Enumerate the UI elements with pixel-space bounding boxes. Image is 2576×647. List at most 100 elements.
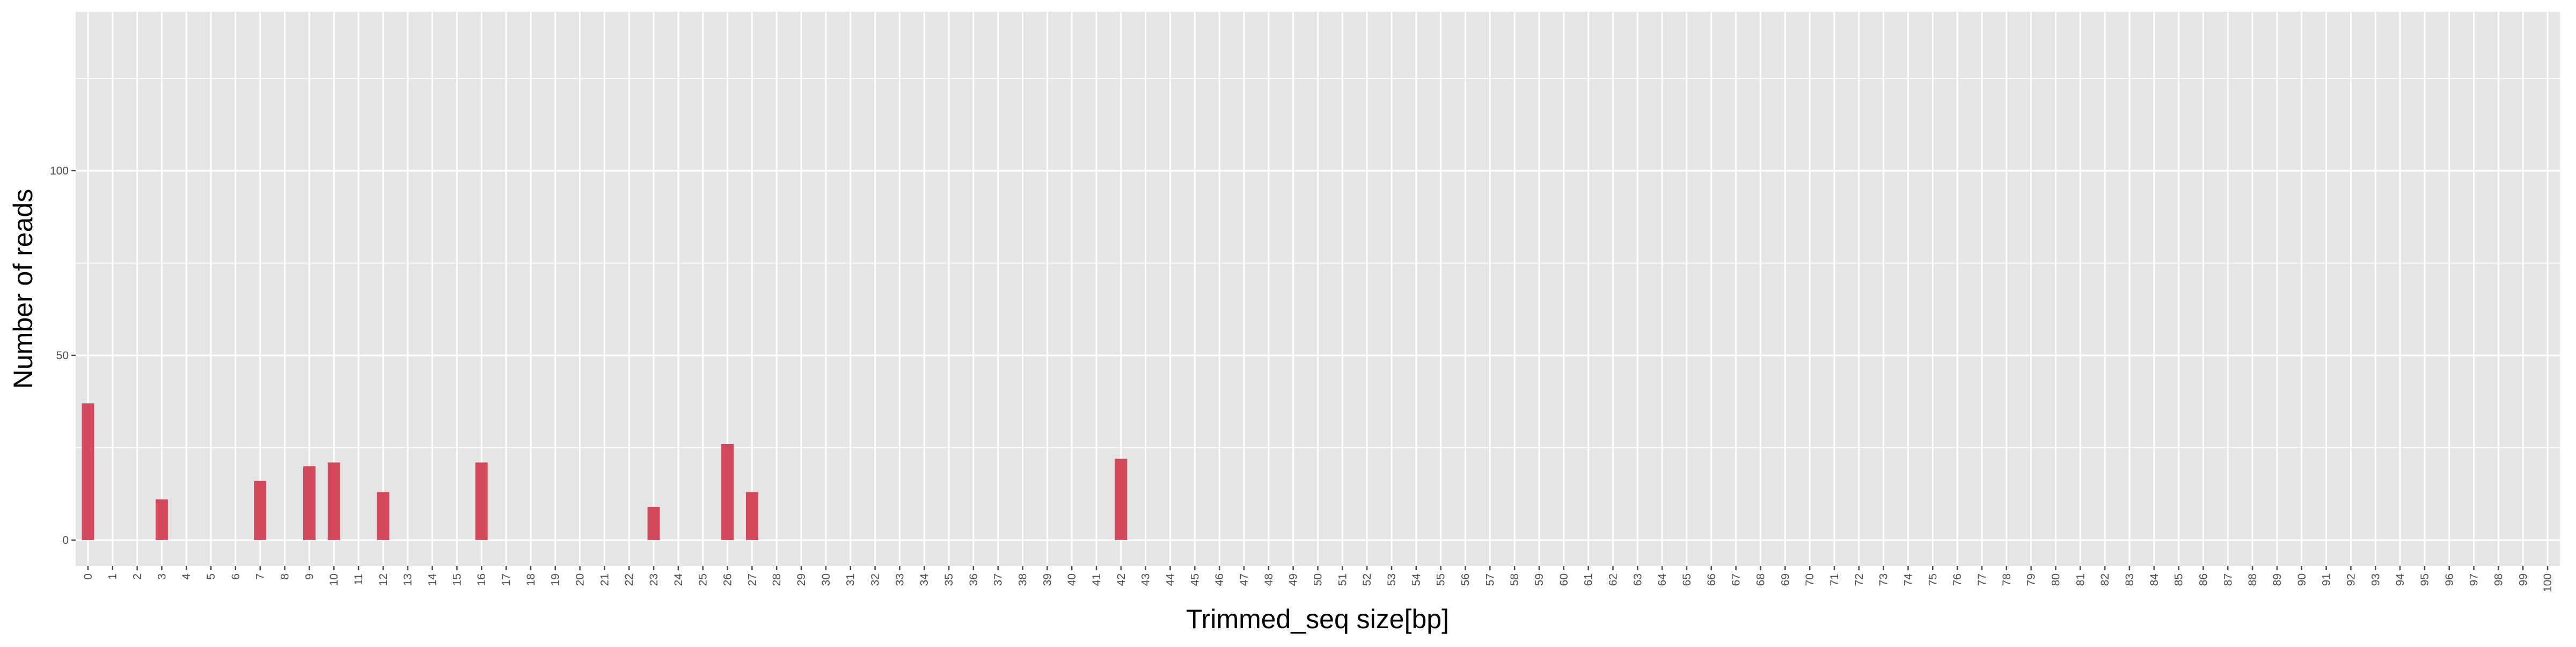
- x-tick-label: 5: [205, 573, 217, 580]
- x-tick-label: 24: [672, 573, 685, 586]
- x-tick-label: 71: [1828, 573, 1841, 586]
- x-tick-label: 39: [1041, 573, 1053, 586]
- x-tick-label: 20: [574, 573, 587, 586]
- x-tick-label: 8: [279, 573, 291, 580]
- bar: [377, 492, 390, 540]
- x-tick-label: 64: [1656, 573, 1668, 586]
- x-tick-label: 59: [1533, 573, 1546, 586]
- x-tick-label: 23: [648, 573, 660, 586]
- x-tick-label: 19: [550, 573, 562, 586]
- x-tick-label: 15: [451, 573, 463, 586]
- bar: [303, 466, 316, 540]
- x-tick-label: 88: [2246, 573, 2259, 586]
- x-tick-label: 96: [2443, 573, 2456, 586]
- x-tick-label: 29: [795, 573, 808, 586]
- x-tick-label: 2: [131, 573, 144, 580]
- x-tick-label: 89: [2271, 573, 2284, 586]
- x-tick-label: 25: [697, 573, 709, 586]
- x-tick-label: 53: [1386, 573, 1398, 586]
- bar: [475, 462, 488, 540]
- x-tick-label: 37: [992, 573, 1005, 586]
- x-tick-label: 86: [2197, 573, 2209, 586]
- x-tick-label: 16: [475, 573, 488, 586]
- x-tick-label: 90: [2296, 573, 2308, 586]
- y-axis-title: Number of reads: [8, 189, 38, 389]
- x-tick-label: 46: [1213, 573, 1226, 586]
- bar: [647, 506, 660, 540]
- bar: [745, 492, 758, 540]
- x-tick-label: 100: [2542, 573, 2554, 592]
- x-tick-label: 0: [82, 573, 94, 580]
- x-tick-label: 14: [427, 573, 439, 586]
- x-tick-label: 43: [1140, 573, 1152, 586]
- x-tick-label: 52: [1361, 573, 1373, 586]
- x-tick-label: 42: [1115, 573, 1128, 586]
- x-tick-label: 99: [2517, 573, 2529, 586]
- x-tick-label: 95: [2419, 573, 2431, 586]
- x-tick-label: 93: [2369, 573, 2382, 586]
- x-tick-label: 32: [869, 573, 882, 586]
- x-tick-label: 75: [1927, 573, 1939, 586]
- x-tick-label: 84: [2148, 573, 2161, 586]
- x-tick-label: 30: [820, 573, 832, 586]
- bar: [1115, 459, 1128, 540]
- x-tick-label: 45: [1189, 573, 1201, 586]
- x-tick-label: 98: [2492, 573, 2505, 586]
- x-tick-label: 49: [1287, 573, 1300, 586]
- x-tick-label: 27: [746, 573, 758, 586]
- x-tick-label: 28: [771, 573, 783, 586]
- x-tick-label: 35: [943, 573, 955, 586]
- x-tick-label: 57: [1484, 573, 1496, 586]
- x-tick-label: 9: [303, 573, 316, 580]
- x-tick-label: 82: [2099, 573, 2111, 586]
- x-tick-label: 80: [2050, 573, 2062, 586]
- x-axis-title: Trimmed_seq size[bp]: [1186, 604, 1449, 634]
- x-tick-label: 48: [1263, 573, 1275, 586]
- y-tick-label: 100: [50, 165, 69, 177]
- x-tick-label: 13: [402, 573, 414, 586]
- x-tick-label: 18: [525, 573, 537, 586]
- x-tick-label: 77: [1976, 573, 1988, 586]
- x-tick-label: 17: [500, 573, 513, 586]
- x-tick-label: 6: [230, 573, 242, 580]
- x-axis: 0 1 2 3 4 5 6 7 8 9 10 11 12 13 14 15 16 17 18 19 20 21 22 23 24…: [82, 566, 2554, 592]
- x-tick-label: 7: [254, 573, 267, 580]
- bars: [82, 403, 1128, 540]
- x-tick-label: 50: [1312, 573, 1324, 586]
- x-tick-label: 54: [1410, 573, 1423, 586]
- x-tick-label: 85: [2173, 573, 2185, 586]
- x-tick-label: 65: [1681, 573, 1693, 586]
- x-tick-label: 11: [353, 573, 365, 585]
- x-tick-label: 36: [968, 573, 980, 586]
- x-tick-label: 74: [1902, 573, 1914, 586]
- x-tick-label: 81: [2074, 573, 2087, 586]
- x-tick-label: 78: [2001, 573, 2013, 586]
- x-tick-label: 1: [107, 573, 119, 580]
- x-tick-label: 73: [1878, 573, 1890, 586]
- x-tick-label: 34: [918, 573, 931, 586]
- x-tick-label: 62: [1607, 573, 1619, 586]
- x-tick-label: 63: [1631, 573, 1644, 586]
- x-tick-label: 66: [1706, 573, 1718, 586]
- x-tick-label: 60: [1558, 573, 1570, 586]
- x-tick-label: 58: [1509, 573, 1521, 586]
- bar: [721, 444, 734, 540]
- bar: [82, 403, 94, 540]
- x-tick-label: 70: [1804, 573, 1816, 586]
- bar: [155, 499, 168, 540]
- x-tick-label: 12: [377, 573, 390, 586]
- x-tick-label: 38: [1017, 573, 1029, 586]
- grid-lines: [76, 12, 2560, 566]
- x-tick-label: 92: [2345, 573, 2357, 586]
- x-tick-label: 68: [1754, 573, 1767, 586]
- x-tick-label: 79: [2025, 573, 2038, 586]
- x-tick-label: 76: [1951, 573, 1964, 586]
- x-tick-label: 87: [2222, 573, 2234, 586]
- x-tick-label: 83: [2124, 573, 2136, 586]
- x-tick-label: 41: [1091, 573, 1103, 586]
- x-tick-label: 40: [1066, 573, 1078, 586]
- x-tick-label: 47: [1238, 573, 1250, 586]
- x-tick-label: 55: [1435, 573, 1447, 586]
